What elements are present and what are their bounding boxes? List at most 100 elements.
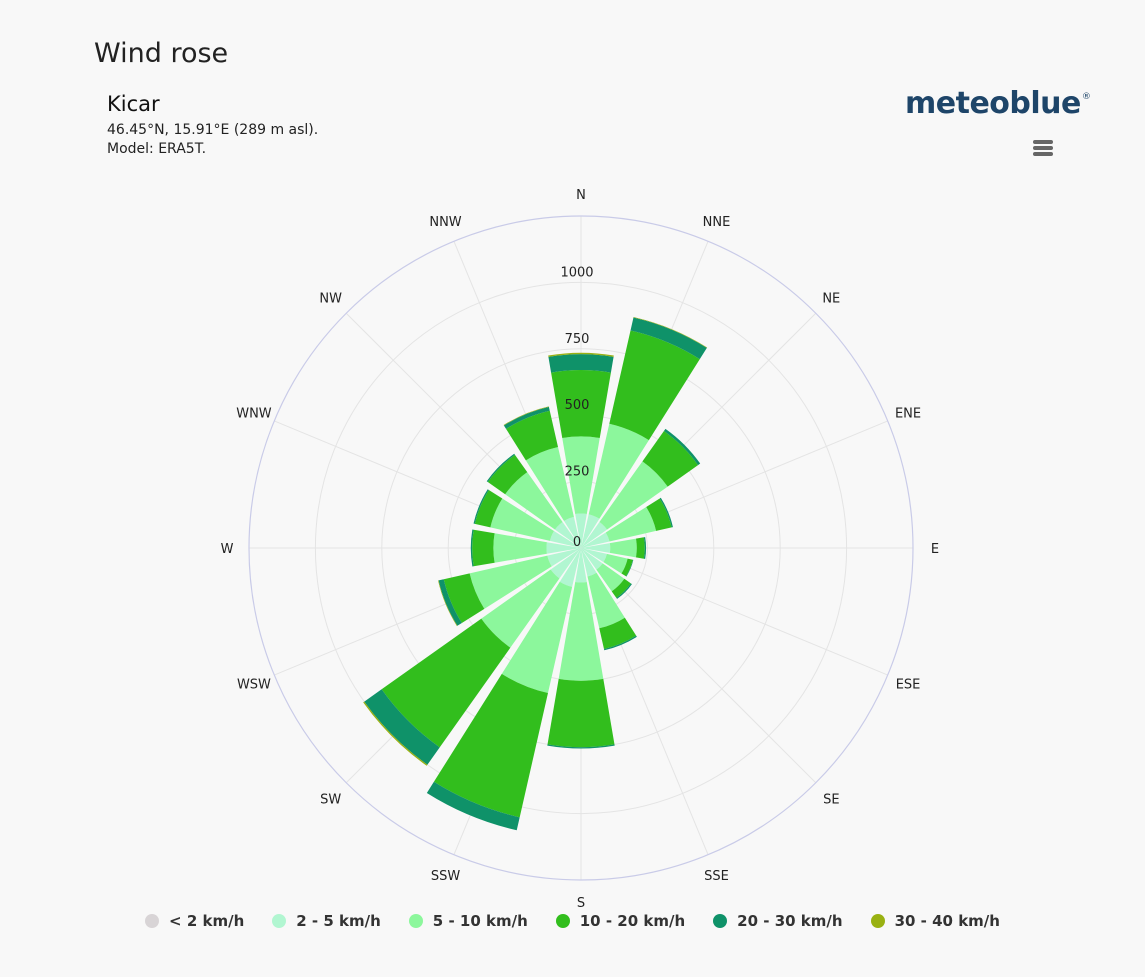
direction-label-NNE: NNE: [703, 215, 731, 230]
bar-S-series-1[interactable]: [575, 548, 587, 583]
location-coordinates: 46.45°N, 15.91°E (289 m asl).: [107, 122, 319, 138]
bar-WSW-series-4[interactable]: [438, 579, 462, 626]
meteoblue-logo[interactable]: meteoblue®: [905, 86, 1091, 121]
bar-SW-series-4[interactable]: [364, 689, 440, 765]
bar-ESE-series-1[interactable]: [581, 548, 607, 563]
bar-NNE-series-4[interactable]: [630, 317, 707, 360]
bar-W-series-1[interactable]: [546, 542, 581, 554]
bar-ENE-series-1[interactable]: [581, 532, 610, 548]
bar-NNE-series-2[interactable]: [588, 423, 649, 519]
bar-SW-series-2[interactable]: [481, 569, 560, 648]
spoke-ESE: [580, 547, 888, 676]
bar-WSW-series-3[interactable]: [443, 573, 485, 623]
bar-N-series-2[interactable]: [562, 436, 600, 514]
bar-WNW-series-2[interactable]: [490, 498, 555, 541]
bar-W-series-4[interactable]: [470, 529, 474, 567]
legend-item-4[interactable]: 20 - 30 km/h: [713, 912, 843, 930]
legend-label-2: 5 - 10 km/h: [432, 912, 528, 930]
bar-NNW-series-3[interactable]: [506, 410, 559, 461]
bar-WSW-series-1[interactable]: [547, 548, 581, 567]
bar-SSW-series-4[interactable]: [426, 781, 520, 831]
bar-E-series-2[interactable]: [609, 538, 637, 558]
legend-swatch-5: [870, 914, 885, 928]
bar-S-series-2[interactable]: [558, 582, 604, 681]
bar-SE-series-3[interactable]: [611, 578, 631, 598]
bar-E-series-3[interactable]: [635, 537, 645, 559]
legend-item-3[interactable]: 10 - 20 km/h: [555, 912, 686, 930]
legend-swatch-3: [555, 914, 570, 928]
direction-label-SSE: SSE: [704, 869, 729, 884]
bar-ESE-series-2[interactable]: [603, 553, 628, 574]
bar-NW-series-3[interactable]: [487, 454, 528, 495]
direction-label-NW: NW: [319, 292, 342, 307]
legend-label-4: 20 - 30 km/h: [737, 912, 843, 930]
bar-SE-series-2[interactable]: [596, 563, 625, 592]
legend-label-3: 10 - 20 km/h: [579, 912, 686, 930]
bar-E-series-4[interactable]: [643, 537, 647, 559]
radial-tick-label-250: 250: [565, 465, 590, 480]
bar-E-series-1[interactable]: [581, 543, 611, 553]
bar-NNE-series-3[interactable]: [609, 330, 700, 441]
legend-item-0[interactable]: < 2 km/h: [145, 912, 244, 930]
bar-NNW-series-4[interactable]: [503, 406, 550, 429]
legend-item-2[interactable]: 5 - 10 km/h: [408, 912, 528, 930]
bar-NE-series-3[interactable]: [642, 430, 699, 487]
bar-SSW-series-2[interactable]: [501, 581, 573, 694]
legend-item-5[interactable]: 30 - 40 km/h: [870, 912, 1000, 930]
bar-NW-series-1[interactable]: [554, 521, 581, 548]
chart-legend: < 2 km/h 2 - 5 km/h 5 - 10 km/h 10 - 20 km/…: [0, 912, 1145, 930]
bar-SE-series-1[interactable]: [581, 548, 603, 570]
bar-SSW-series-3[interactable]: [433, 673, 548, 818]
bar-SSE-series-4[interactable]: [603, 635, 637, 651]
bar-ENE-series-2[interactable]: [605, 506, 657, 542]
radial-tick-label-1000: 1000: [560, 265, 593, 280]
bar-W-series-2[interactable]: [493, 533, 547, 563]
bar-SSE-series-2[interactable]: [587, 572, 625, 629]
brand-registered-mark: ®: [1081, 92, 1091, 102]
bar-NE-series-1[interactable]: [581, 521, 608, 548]
bar-SSE-series-3[interactable]: [599, 617, 637, 649]
bar-NNW-series-2[interactable]: [525, 447, 574, 522]
radial-tick-label-0: 0: [573, 535, 581, 550]
legend-item-1[interactable]: 2 - 5 km/h: [272, 912, 381, 930]
bar-N-series-3[interactable]: [551, 370, 611, 439]
bar-SE-series-4[interactable]: [616, 583, 632, 599]
bar-W-series-3[interactable]: [472, 529, 495, 567]
bar-SW-series-3[interactable]: [381, 618, 511, 748]
bar-SW-series-1[interactable]: [550, 548, 581, 579]
bar-SSW-series-1[interactable]: [559, 548, 581, 587]
direction-label-WSW: WSW: [237, 677, 271, 692]
bar-ENE-series-4[interactable]: [659, 497, 673, 528]
bar-ENE-series-3[interactable]: [646, 498, 672, 531]
page-title: Wind rose: [94, 38, 229, 69]
direction-label-SE: SE: [823, 792, 839, 807]
direction-label-WNW: WNW: [236, 407, 272, 422]
bar-WSW-series-2[interactable]: [469, 555, 552, 609]
bar-NE-series-4[interactable]: [663, 428, 701, 466]
bar-NW-series-4[interactable]: [486, 453, 515, 482]
bar-N-series-1[interactable]: [575, 513, 587, 548]
bar-WNW-series-4[interactable]: [473, 489, 489, 524]
bar-WNW-series-1[interactable]: [549, 531, 581, 548]
bar-ESE-series-3[interactable]: [621, 558, 633, 577]
legend-swatch-2: [408, 914, 423, 928]
direction-label-SW: SW: [320, 792, 341, 807]
bar-NNE-series-1[interactable]: [581, 514, 600, 548]
bar-N-series-4[interactable]: [548, 354, 614, 373]
hamburger-menu-icon[interactable]: [1029, 136, 1057, 160]
bar-ESE-series-4[interactable]: [625, 559, 634, 577]
bar-N-series-5[interactable]: [548, 352, 614, 357]
bar-NNW-series-1[interactable]: [564, 516, 581, 548]
legend-label-5: 30 - 40 km/h: [894, 912, 1000, 930]
bar-WNW-series-3[interactable]: [474, 490, 503, 528]
bar-S-series-3[interactable]: [547, 678, 615, 748]
bar-S-series-4[interactable]: [547, 744, 615, 749]
direction-label-NNW: NNW: [429, 215, 461, 230]
bar-NW-series-2[interactable]: [505, 472, 563, 530]
bar-SSE-series-1[interactable]: [581, 548, 597, 577]
legend-swatch-0: [145, 914, 160, 928]
bar-NE-series-2[interactable]: [599, 461, 668, 530]
direction-label-NE: NE: [822, 292, 840, 307]
radial-tick-label-750: 750: [565, 332, 590, 347]
